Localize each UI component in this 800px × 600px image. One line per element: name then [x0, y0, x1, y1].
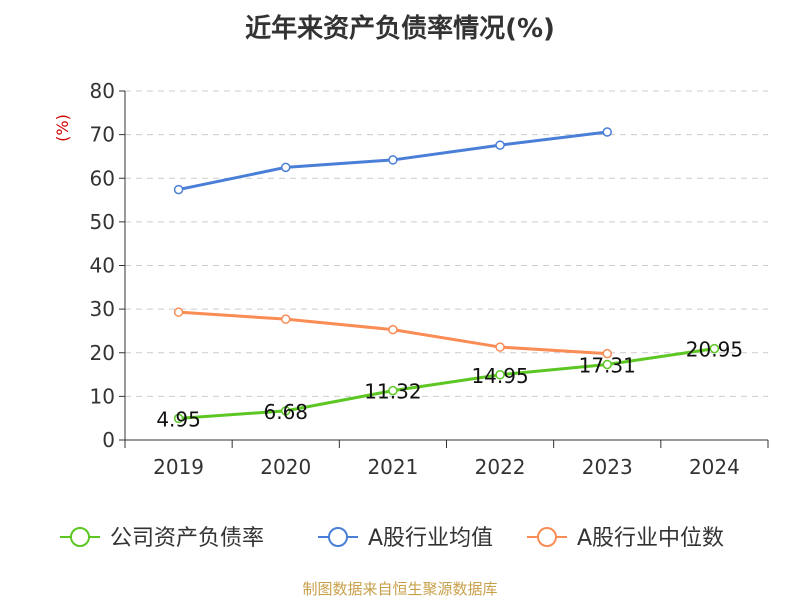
data-point-2-1: [281, 314, 291, 324]
axes: (%) 0 10 20 30 40 50 60 70 80 2019 2020 2021 2022 202…: [53, 79, 769, 479]
data-label-1: 6.68: [263, 400, 308, 424]
x-tick-label-2023: 2023: [582, 455, 633, 479]
data-point-1-4: [602, 127, 612, 137]
legend-swatch-marker-2: [537, 527, 557, 547]
grid-lines: [125, 90, 768, 397]
x-tick-label-2020: 2020: [260, 455, 311, 479]
data-point-0-4: [602, 359, 612, 370]
series-line-0: [178, 347, 715, 420]
y-tick-label-0: 0: [102, 428, 115, 452]
data-point-2-0: [173, 307, 184, 317]
data-point-0-0: [173, 413, 184, 424]
data-point-0-1: [281, 406, 291, 416]
data-label-2: 11.32: [364, 380, 421, 404]
y-tick-label-10: 10: [90, 384, 115, 408]
data-label-3: 14.95: [471, 364, 528, 388]
x-tick-label-2021: 2021: [367, 455, 418, 479]
data-label-4: 17.31: [579, 353, 636, 377]
chart-title: 近年来资产负债率情况(%): [245, 14, 555, 44]
x-tick-label-2024: 2024: [689, 455, 740, 479]
legend-item-2[interactable]: A股行业中位数: [527, 526, 724, 551]
data-label-0: 4.95: [156, 407, 201, 431]
y-tick-label-80: 80: [90, 79, 115, 103]
data-labels: 4.95 6.68 11.32 14.95 17.31 20.95: [156, 338, 743, 432]
data-point-2-4: [602, 348, 612, 359]
x-tick-label-2019: 2019: [153, 455, 204, 479]
data-point-1-2: [388, 155, 398, 165]
legend-item-0[interactable]: 公司资产负债率: [60, 526, 264, 551]
data-label-5: 20.95: [686, 338, 743, 362]
series-lines: [173, 127, 720, 424]
legend-swatch-marker-1: [328, 527, 348, 547]
data-point-1-1: [281, 162, 291, 173]
legend-label-0: 公司资产负债率: [110, 526, 264, 551]
y-tick-label-20: 20: [90, 341, 115, 365]
data-point-1-3: [495, 140, 505, 150]
legend-swatch-marker-0: [70, 527, 90, 547]
data-point-2-3: [495, 342, 505, 352]
y-tick-label-70: 70: [90, 123, 115, 147]
y-tick-label-30: 30: [90, 297, 115, 321]
y-tick-label-50: 50: [90, 210, 115, 234]
data-point-0-5: [709, 343, 720, 354]
y-tick-label-40: 40: [90, 254, 115, 278]
legend[interactable]: 公司资产负债率 A股行业均值 A股行业中位数: [60, 526, 724, 551]
y-tick-label-60: 60: [90, 166, 115, 190]
y-axis-label: (%): [53, 114, 72, 142]
data-source-note: 制图数据来自恒生聚源数据库: [302, 580, 498, 598]
data-point-1-0: [173, 184, 184, 195]
legend-label-1: A股行业均值: [368, 526, 493, 551]
x-tick-label-2022: 2022: [475, 455, 526, 479]
legend-label-2: A股行业中位数: [577, 526, 724, 551]
data-point-0-2: [388, 385, 398, 396]
data-point-2-2: [388, 324, 398, 335]
legend-item-1[interactable]: A股行业均值: [318, 526, 493, 551]
data-point-0-3: [495, 370, 505, 380]
